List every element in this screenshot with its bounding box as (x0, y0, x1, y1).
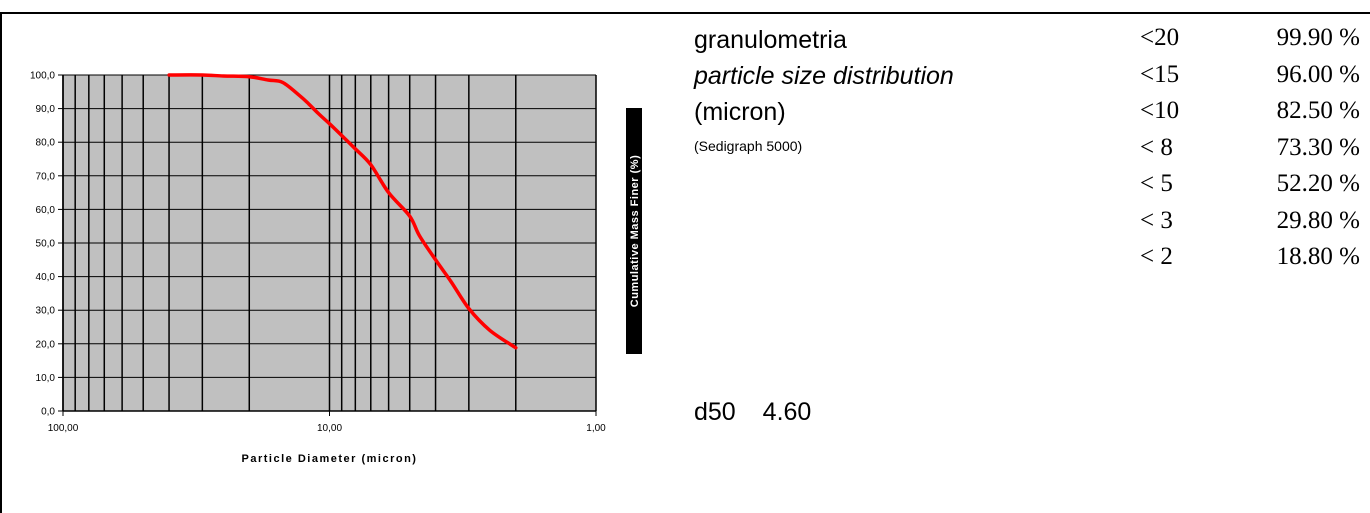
size-limit: <15 (1140, 61, 1250, 98)
table-row: <10 82.50 % (1140, 97, 1360, 134)
particle-size-chart: 0,0 10,0 20,0 30,0 40,0 50,0 60,0 70,0 80,0 90,0 1… (0, 0, 660, 513)
size-limit: < 5 (1140, 170, 1250, 207)
size-percent: 73.30 % (1250, 134, 1360, 171)
y-tick-label: 70,0 (36, 171, 56, 182)
unit-label: (micron) (694, 98, 786, 127)
y-axis-ticks: 0,0 10,0 20,0 30,0 40,0 50,0 60,0 70,0 80,0 90,0 1… (30, 71, 63, 418)
size-percent: 29.80 % (1250, 207, 1360, 244)
size-percent: 82.50 % (1250, 97, 1360, 134)
size-limit: < 3 (1140, 207, 1250, 244)
title: granulometria (694, 26, 847, 55)
y-tick-label: 20,0 (36, 339, 56, 350)
table-row: <20 99.90 % (1140, 24, 1360, 61)
x-tick-label: 1,00 (586, 423, 606, 434)
size-distribution-table: <20 99.90 % <15 96.00 % <10 82.50 % < 8 73.30 %… (1140, 24, 1360, 280)
x-tick-label: 100,00 (48, 423, 79, 434)
size-percent: 96.00 % (1250, 61, 1360, 98)
y-tick-label: 10,0 (36, 373, 56, 384)
x-axis-ticks: 100,00 10,00 1,00 (48, 411, 606, 434)
size-limit: <20 (1140, 24, 1250, 61)
size-percent: 99.90 % (1250, 24, 1360, 61)
y-axis-label: Cumulative Mass Finer (%) (629, 155, 641, 307)
size-percent: 18.80 % (1250, 243, 1360, 280)
x-axis-label: Particle Diameter (micron) (242, 453, 418, 465)
y-tick-label: 90,0 (36, 104, 56, 115)
subtitle: particle size distribution (694, 62, 954, 91)
size-limit: <10 (1140, 97, 1250, 134)
table-row: < 5 52.20 % (1140, 170, 1360, 207)
table-row: < 2 18.80 % (1140, 243, 1360, 280)
y-tick-label: 40,0 (36, 272, 56, 283)
table-row: < 8 73.30 % (1140, 134, 1360, 171)
table-row: < 3 29.80 % (1140, 207, 1360, 244)
y-axis-title-box: Cumulative Mass Finer (%) (626, 108, 642, 354)
d50-label: d50 (694, 398, 736, 427)
size-limit: < 8 (1140, 134, 1250, 171)
d50-value: 4.60 (763, 398, 812, 427)
y-tick-label: 60,0 (36, 205, 56, 216)
x-tick-label: 10,00 (317, 423, 342, 434)
y-tick-label: 100,0 (30, 71, 55, 82)
size-limit: < 2 (1140, 243, 1250, 280)
y-tick-label: 80,0 (36, 138, 56, 149)
y-tick-label: 0,0 (41, 407, 55, 418)
y-tick-label: 50,0 (36, 239, 56, 250)
table-row: <15 96.00 % (1140, 61, 1360, 98)
method-label: (Sedigraph 5000) (694, 138, 802, 154)
y-tick-label: 30,0 (36, 306, 56, 317)
d50-row: d50 4.60 (694, 398, 811, 427)
size-percent: 52.20 % (1250, 170, 1360, 207)
